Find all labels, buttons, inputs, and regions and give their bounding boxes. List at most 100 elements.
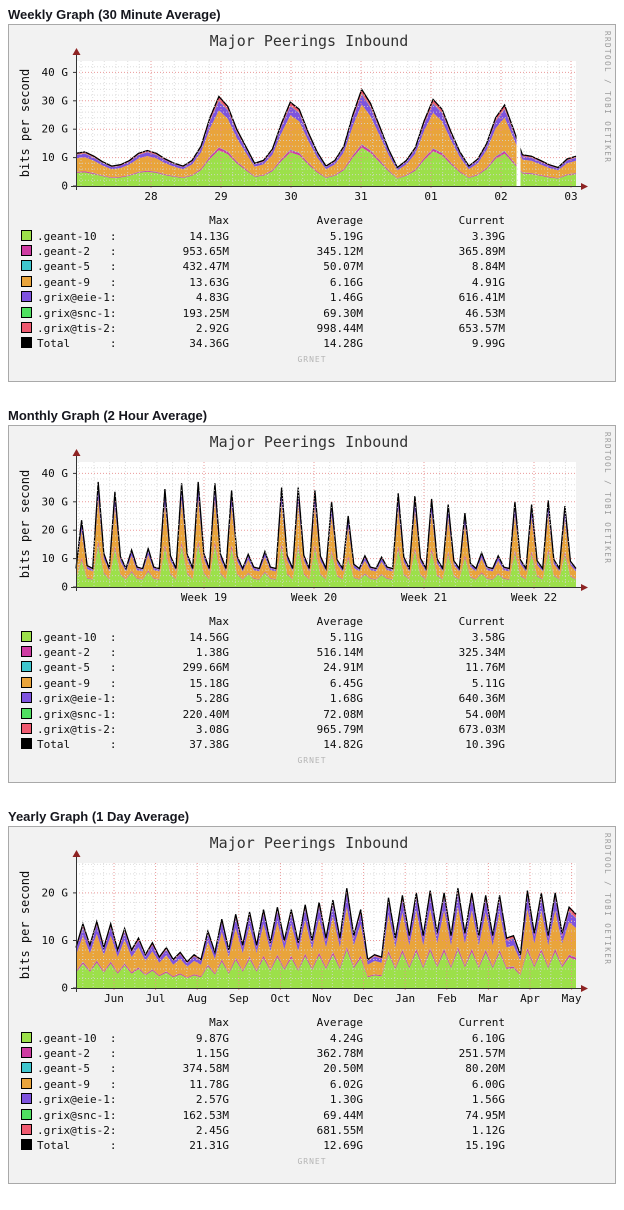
legend-header-spacer xyxy=(37,213,117,228)
legend-row: .geant-2 : 1.38G 516.14M 325.34M xyxy=(21,645,505,660)
svg-text:bits per second: bits per second xyxy=(18,871,32,979)
series-average-value: 72.08M xyxy=(323,707,363,721)
series-color-swatch xyxy=(21,1093,32,1105)
weekly-legend-table: Max Average Current .geant-10 :14.13G 5.19G 3… xyxy=(21,213,505,352)
series-label: .geant-9 : xyxy=(37,1077,117,1091)
series-max-value: 299.66M xyxy=(182,661,229,675)
legend-swatch-cell xyxy=(21,645,37,660)
series-color-swatch xyxy=(21,676,32,688)
svg-text:10 G: 10 G xyxy=(42,934,69,947)
svg-text:Nov: Nov xyxy=(312,992,332,1005)
series-color-swatch xyxy=(21,707,32,719)
svg-text:Apr: Apr xyxy=(520,992,540,1005)
series-color-swatch xyxy=(21,275,32,287)
rrdtool-credit: RRDTOOL / TOBI OETIKER xyxy=(603,31,612,164)
series-average-value: 362.78M xyxy=(316,1046,363,1060)
series-label: .geant-9 : xyxy=(37,676,117,690)
svg-text:Major Peerings Inbound: Major Peerings Inbound xyxy=(210,32,409,50)
series-color-swatch xyxy=(21,1062,32,1074)
grnet-watermark: GRNET xyxy=(297,755,327,765)
svg-text:Week 19: Week 19 xyxy=(181,591,227,604)
legend-header-max: Max xyxy=(209,615,229,629)
series-label: Total : xyxy=(37,738,117,752)
legend-row: Total : 21.31G 12.69G 15.19G xyxy=(21,1138,505,1153)
series-max-value: 2.92G xyxy=(195,321,229,335)
series-label: .grix@snc-1: xyxy=(37,306,117,320)
series-label: .grix@snc-1: xyxy=(37,707,117,721)
series-color-swatch xyxy=(21,1139,32,1151)
series-max-value: 953.65M xyxy=(182,244,229,258)
series-average-value: 12.69G xyxy=(323,1139,363,1153)
legend-swatch-cell xyxy=(21,290,37,305)
series-average-value: 69.30M xyxy=(323,306,363,320)
svg-text:Major Peerings Inbound: Major Peerings Inbound xyxy=(210,834,409,852)
svg-text:Sep: Sep xyxy=(229,992,249,1005)
series-current-value: 74.95M xyxy=(465,1108,505,1122)
legend-row: .geant-2 : 953.65M 345.12M 365.89M xyxy=(21,244,505,259)
series-max-value: 13.63G xyxy=(189,275,229,289)
legend-row: .grix@tis-2: 3.08G 965.79M 673.03M xyxy=(21,722,505,737)
legend-swatch-cell xyxy=(21,1030,37,1045)
series-average-value: 24.91M xyxy=(323,661,363,675)
series-label: .geant-10 : xyxy=(37,630,117,644)
legend-row: .geant-9 : 13.63G 6.16G 4.91G xyxy=(21,275,505,290)
legend-header-spacer xyxy=(21,1015,37,1030)
series-average-value: 6.16G xyxy=(329,275,363,289)
series-label: .geant-9 : xyxy=(37,275,117,289)
series-color-swatch xyxy=(21,1046,32,1058)
legend-header-spacer xyxy=(21,614,37,629)
series-average-value: 14.28G xyxy=(323,337,363,351)
series-current-value: 616.41M xyxy=(458,291,505,305)
legend-row: .geant-5 : 374.58M 20.50M 80.20M xyxy=(21,1061,505,1076)
series-label: .grix@eie-1: xyxy=(37,291,117,305)
series-label: .grix@snc-1: xyxy=(37,1108,117,1122)
series-color-swatch xyxy=(21,1108,32,1120)
legend-row: .geant-5 : 299.66M 24.91M 11.76M xyxy=(21,660,505,675)
legend-swatch-cell xyxy=(21,1123,37,1138)
series-max-value: 14.56G xyxy=(189,630,229,644)
series-label: .geant-5 : xyxy=(37,1062,117,1076)
series-label: .geant-10 : xyxy=(37,229,117,243)
series-average-value: 14.82G xyxy=(323,738,363,752)
series-label: .grix@eie-1: xyxy=(37,692,117,706)
series-current-value: 6.00G xyxy=(471,1077,505,1091)
legend-swatch-cell xyxy=(21,737,37,752)
series-max-value: 3.08G xyxy=(195,722,229,736)
series-current-value: 80.20M xyxy=(465,1062,505,1076)
series-max-value: 37.38G xyxy=(189,738,229,752)
legend-swatch-cell xyxy=(21,321,37,336)
yearly-graph-panel: Major Peerings Inbound bits per second 0 10… xyxy=(8,826,616,1184)
series-current-value: 15.19G xyxy=(465,1139,505,1153)
svg-text:20 G: 20 G xyxy=(42,524,69,537)
monthly-section-heading: Monthly Graph (2 Hour Average) xyxy=(8,408,208,423)
legend-row: .grix@eie-1: 2.57G 1.30G 1.56G xyxy=(21,1092,505,1107)
legend-row: .geant-10 : 14.56G 5.11G 3.58G xyxy=(21,629,505,644)
legend-header-average: Average xyxy=(316,214,363,228)
svg-text:01: 01 xyxy=(424,190,437,203)
legend-swatch-cell xyxy=(21,1046,37,1061)
series-current-value: 54.00M xyxy=(465,707,505,721)
legend-header-current: Current xyxy=(458,214,505,228)
svg-text:Feb: Feb xyxy=(437,992,457,1005)
series-color-swatch xyxy=(21,337,32,349)
series-current-value: 1.12G xyxy=(471,1123,505,1137)
series-max-value: 374.58M xyxy=(182,1062,229,1076)
series-current-value: 325.34M xyxy=(458,645,505,659)
legend-row: .grix@snc-1: 162.53M 69.44M 74.95M xyxy=(21,1107,505,1122)
yearly-legend-table: Max Average Current .geant-10 : 9.87G 4.24G 6.… xyxy=(21,1015,505,1154)
weekly-section: Weekly Graph (30 Minute Average) Major P… xyxy=(8,7,624,382)
svg-text:03: 03 xyxy=(564,190,577,203)
series-max-value: 9.87G xyxy=(195,1031,229,1045)
legend-header-max: Max xyxy=(209,214,229,228)
grnet-watermark: GRNET xyxy=(297,1156,327,1166)
legend-row: .grix@eie-1: 5.28G 1.68G 640.36M xyxy=(21,691,505,706)
legend-row: Total : 37.38G 14.82G 10.39G xyxy=(21,737,505,752)
svg-text:bits per second: bits per second xyxy=(18,470,32,578)
series-max-value: 5.28G xyxy=(195,692,229,706)
series-max-value: 11.78G xyxy=(189,1077,229,1091)
series-average-value: 6.45G xyxy=(329,676,363,690)
svg-text:Major Peerings Inbound: Major Peerings Inbound xyxy=(210,433,409,451)
weekly-graph-panel: Major Peerings Inbound bits per second 0 10… xyxy=(8,24,616,382)
series-color-swatch xyxy=(21,630,32,642)
